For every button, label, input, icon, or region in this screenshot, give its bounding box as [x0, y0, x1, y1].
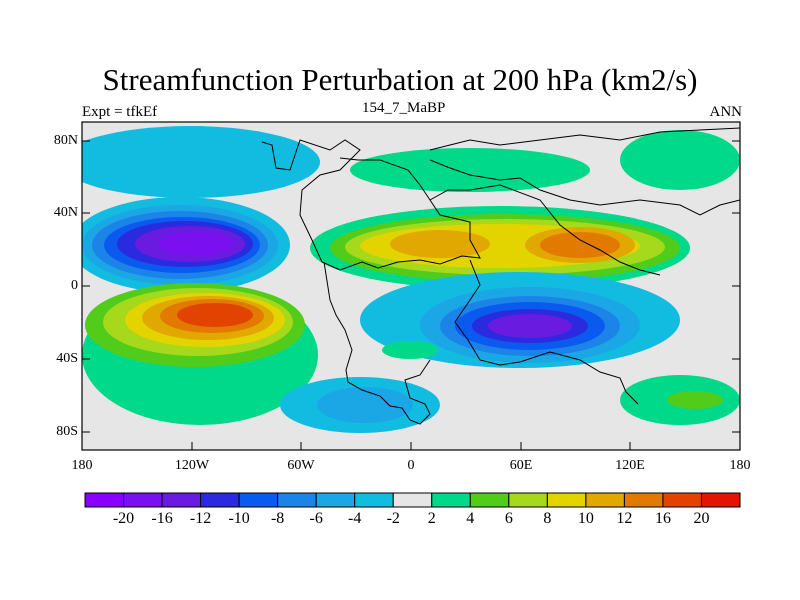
- colorbar-tick-label: 6: [504, 510, 513, 527]
- x-tick-label: 180: [71, 458, 93, 473]
- colorbar-box: [200, 492, 240, 508]
- colorbar-box: [431, 492, 471, 508]
- colorbar-tick-label: -12: [189, 510, 212, 527]
- y-tick-label: 80N: [53, 133, 78, 148]
- x-tick-label: 60W: [287, 458, 315, 473]
- colorbar-tick-label: 10: [577, 510, 594, 527]
- x-tick-label: 120E: [615, 458, 645, 473]
- colorbar-tick-label: -2: [386, 510, 400, 527]
- colorbar-box: [546, 492, 587, 508]
- colorbar-box: [354, 492, 394, 508]
- colorbar-tick-label: -20: [112, 510, 135, 527]
- colorbar-tick-label: -8: [270, 510, 285, 527]
- colorbar-tick-label: -16: [151, 510, 173, 527]
- x-tick-label: 120W: [174, 458, 210, 473]
- colorbar-tick-label: -4: [348, 510, 362, 527]
- colorbar-box: [392, 492, 433, 508]
- colorbar-tick-label: 12: [616, 510, 633, 527]
- y-tick-label: 0: [71, 278, 78, 293]
- coastline-outlines: [261, 127, 740, 425]
- plot-title: Streamfunction Perturbation at 200 hPa (…: [102, 62, 698, 97]
- colorbar-tick-label: 20: [693, 510, 710, 527]
- axis-ticks: [81, 140, 741, 450]
- experiment-label: Expt = tfkEf: [82, 104, 158, 120]
- colorbar-box: [315, 492, 356, 508]
- colorbar-box: [277, 492, 317, 508]
- colorbar-tick-label: 2: [427, 510, 436, 527]
- y-tick-label: 40S: [56, 351, 78, 366]
- colorbar-box: [700, 492, 741, 508]
- contour-fills: [82, 126, 740, 433]
- colorbar-box: [161, 492, 202, 508]
- colorbar-box: [469, 492, 510, 508]
- colorbar-tick-label: 4: [466, 510, 475, 527]
- map-area: [82, 122, 740, 450]
- colorbar-box: [84, 492, 125, 508]
- colorbar: [84, 492, 741, 508]
- colorbar-tick-label: -10: [228, 510, 250, 527]
- colorbar-box: [238, 492, 279, 508]
- colorbar-box: [123, 492, 163, 508]
- colorbar-tick-label: 16: [654, 510, 671, 527]
- season-label: ANN: [709, 104, 743, 120]
- colorbar-box: [662, 492, 702, 508]
- y-tick-label: 40N: [53, 205, 78, 220]
- colorbar-box: [623, 492, 664, 508]
- y-tick-label: 80S: [56, 424, 78, 439]
- x-tick-label: 180: [729, 458, 751, 473]
- x-tick-label: 0: [407, 458, 415, 473]
- colorbar-tick-label: -6: [309, 510, 323, 527]
- colorbar-box: [508, 492, 548, 508]
- colorbar-tick-label: 8: [543, 510, 552, 527]
- colorbar-box: [585, 492, 625, 508]
- case-label: 154_7_MaBP: [362, 100, 446, 116]
- x-tick-label: 60E: [509, 458, 533, 473]
